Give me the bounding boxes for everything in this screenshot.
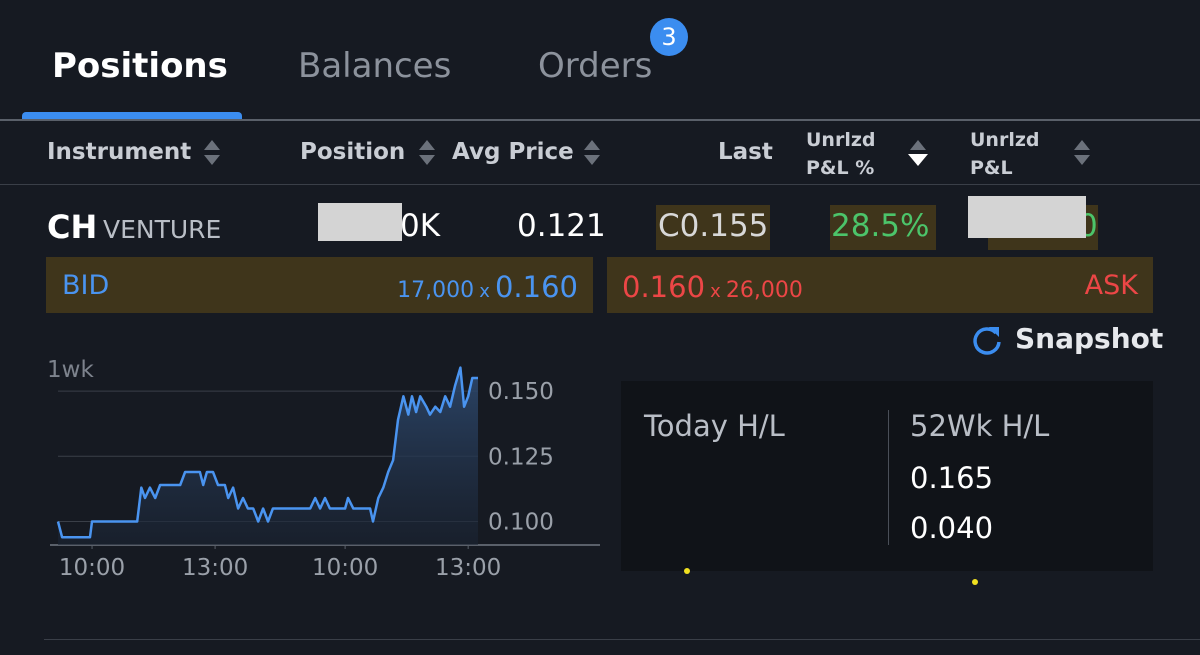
redaction	[318, 203, 402, 241]
stat-value: 0.165	[910, 461, 994, 495]
bid-box[interactable]	[46, 257, 593, 313]
highlight	[656, 205, 770, 250]
ask-price: 0.160	[622, 270, 706, 304]
x-tick-label: 13:00	[435, 555, 501, 581]
stats-panel	[621, 381, 1153, 571]
ask-label: ASK	[1084, 270, 1138, 301]
price-line	[56, 366, 478, 539]
sort-icon[interactable]	[1074, 140, 1090, 165]
indicator-dot	[684, 568, 690, 574]
highlight	[830, 205, 936, 250]
column-header[interactable]: Instrument	[47, 139, 192, 165]
bid-size: 17,000	[397, 278, 475, 303]
divider	[0, 119, 1200, 121]
sort-icon[interactable]	[204, 140, 220, 165]
tab[interactable]: Orders	[538, 46, 653, 86]
sort-icon[interactable]	[419, 140, 435, 165]
y-tick-label: 0.100	[488, 510, 554, 536]
price-chart: 1wk 0.150 0.125 0.100 10:00 13:00 10:00 13:00	[47, 357, 600, 581]
y-tick-label: 0.150	[488, 379, 554, 405]
tab[interactable]: Balances	[298, 46, 452, 86]
chart-range-label: 1wk	[47, 357, 94, 383]
divider	[0, 184, 1200, 185]
pnl-percent: 28.5%	[831, 208, 930, 244]
column-header[interactable]: Avg Price	[452, 139, 574, 165]
column-header[interactable]: Last	[718, 139, 773, 165]
bid-label: BID	[62, 270, 110, 301]
symbol[interactable]: CH	[47, 208, 98, 246]
sort-icons	[204, 140, 1090, 166]
sort-icon[interactable]	[910, 140, 926, 150]
separator: x	[479, 281, 490, 302]
badge: 3	[650, 18, 688, 56]
indicator-dot	[972, 579, 978, 585]
stat-value: 0.040	[910, 511, 994, 545]
divider	[44, 639, 1200, 640]
area	[58, 367, 478, 545]
ask-box[interactable]	[607, 257, 1153, 313]
ask-quote: 0.160 x 26,000	[622, 270, 803, 304]
avg-price: 0.121	[517, 208, 606, 244]
stat-label: 52Wk H/L	[910, 409, 1050, 443]
ask-size: 26,000	[725, 278, 803, 303]
exchange: VENTURE	[103, 215, 222, 244]
x-tick-label: 13:00	[182, 555, 248, 581]
redaction	[968, 196, 1086, 238]
snapshot-button[interactable]: Snapshot	[1015, 322, 1164, 355]
sort-icon-active[interactable]	[908, 154, 928, 166]
x-tick-label: 10:00	[312, 555, 378, 581]
column-header[interactable]: Unrlzd P&L	[970, 129, 1040, 179]
position: 0K	[400, 208, 441, 244]
last-price: C0.155	[658, 208, 769, 244]
stat-label: Today H/L	[644, 409, 785, 443]
column-header[interactable]: Unrlzd P&L %	[806, 129, 876, 179]
y-tick-label: 0.125	[488, 444, 554, 470]
divider	[888, 410, 889, 545]
column-header[interactable]: Position	[300, 139, 406, 165]
bid-price: 0.160	[494, 270, 578, 304]
refresh-icon[interactable]	[970, 323, 1004, 357]
active-tab-indicator	[22, 112, 242, 120]
bid-quote: 17,000 x 0.160	[397, 270, 578, 304]
separator: x	[710, 281, 721, 302]
tab[interactable]: Positions	[52, 46, 228, 86]
sort-icon[interactable]	[584, 140, 600, 165]
x-tick-label: 10:00	[59, 555, 125, 581]
